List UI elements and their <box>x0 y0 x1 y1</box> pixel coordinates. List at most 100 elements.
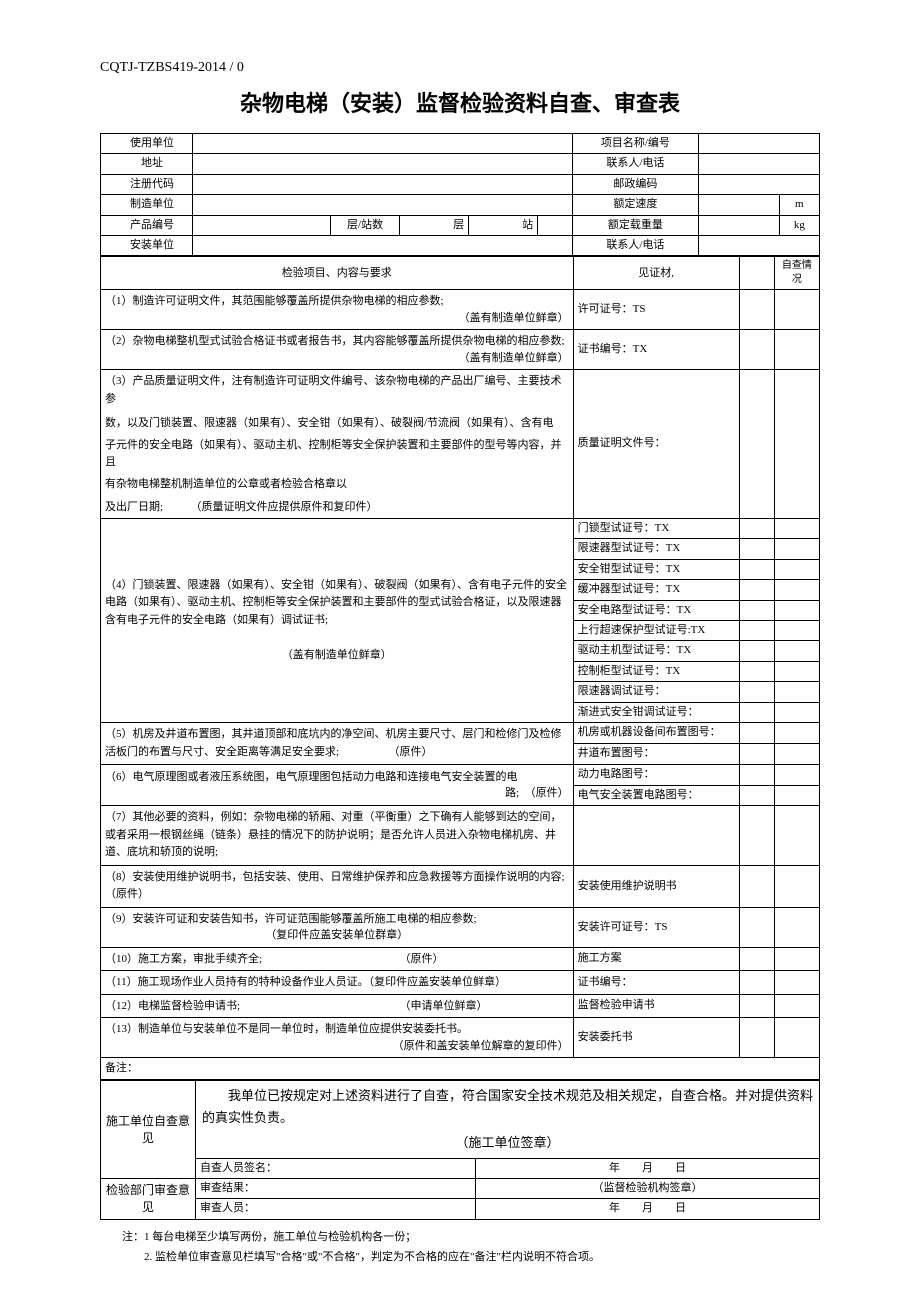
item-4-ev1: 门锁型试证号：TX <box>573 519 739 539</box>
item-3-ev-val[interactable] <box>739 370 774 519</box>
label-product-no: 产品编号 <box>101 215 193 235</box>
item-10-ev-val[interactable] <box>739 947 774 971</box>
item-5-ev2-val[interactable] <box>739 744 774 765</box>
item-1-suffix: （盖有制造单位鲜章） <box>105 310 569 327</box>
item-4-ev5-val[interactable] <box>739 600 774 620</box>
field-station-blank[interactable] <box>538 215 573 235</box>
item-4-chk8[interactable] <box>774 661 819 681</box>
item-4-ev4-val[interactable] <box>739 580 774 600</box>
item-7-ev-val[interactable] <box>739 805 774 865</box>
item-4-chk6[interactable] <box>774 620 819 640</box>
item-4-ev7-val[interactable] <box>739 641 774 661</box>
item-4-chk3[interactable] <box>774 559 819 579</box>
field-contact2[interactable] <box>699 235 820 255</box>
item-11-ev-val[interactable] <box>739 971 774 995</box>
item-9-ev-val[interactable] <box>739 907 774 947</box>
item-6-ev2-val[interactable] <box>739 785 774 805</box>
field-address[interactable] <box>193 154 573 174</box>
item-7-chk[interactable] <box>774 805 819 865</box>
self-opinion-text: 我单位已按规定对上述资料进行了自查，符合国家安全技术规范及相关规定，自查合格。并… <box>196 1081 820 1158</box>
self-signer: 自查人员签名： <box>196 1158 476 1178</box>
field-contact[interactable] <box>699 154 820 174</box>
item-4-ev7: 驱动主机型试证号：TX <box>573 641 739 661</box>
item-2: （2）杂物电梯整机型式试验合格证书或者报告书，其内容能够覆盖所提供杂物电梯的相应… <box>101 330 574 370</box>
item-4-ev8-val[interactable] <box>739 661 774 681</box>
load-unit: kg <box>779 215 819 235</box>
item-4-ev6: 上行超速保护型试证号:TX <box>573 620 739 640</box>
item-5-chk1[interactable] <box>774 722 819 743</box>
item-6-chk2[interactable] <box>774 785 819 805</box>
item-2-check[interactable] <box>774 330 819 370</box>
item-4-chk4[interactable] <box>774 580 819 600</box>
item-12-ev: 监督检验申请书 <box>573 994 739 1018</box>
item-3-check[interactable] <box>774 370 819 519</box>
item-5-ev1-val[interactable] <box>739 722 774 743</box>
item-4-chk10[interactable] <box>774 702 819 722</box>
item-11-chk[interactable] <box>774 971 819 995</box>
dept-opinion-label: 检验部门审查意见 <box>101 1179 196 1220</box>
notes: 注：1 每台电梯至少填写两份，施工单位与检验机构各一份； 2. 监检单位审查意见… <box>100 1228 820 1268</box>
field-ev-blank[interactable] <box>739 257 774 290</box>
result-label: 审查结果： <box>196 1179 476 1199</box>
footer-table: 施工单位自查意见 我单位已按规定对上述资料进行了自查，符合国家安全技术规范及相关… <box>100 1080 820 1219</box>
item-9-suffix: （复印件应盖安装单位群章） <box>105 927 569 944</box>
item-13-text: （13）制造单位与安装单位不是同一单位时，制造单位应提供安装委托书。 <box>105 1023 468 1035</box>
item-11: （11）施工现场作业人员持有的特种设备作业人员证。（复印件应盖安装单位鲜章） <box>101 971 574 995</box>
item-13-ev-val[interactable] <box>739 1018 774 1058</box>
label-user-unit: 使用单位 <box>101 134 193 154</box>
item-6-suffix: 路; （原件） <box>105 785 569 802</box>
item-5: （5）机房及井道布置图，其井道顶部和底坑内的净空间、机房主要尺寸、层门和检修门及… <box>101 722 574 764</box>
item-6-chk1[interactable] <box>774 765 819 785</box>
item-4-chk9[interactable] <box>774 682 819 702</box>
field-product-no[interactable] <box>193 215 331 235</box>
item-2-ev-val[interactable] <box>739 330 774 370</box>
item-1: （1）制造许可证明文件，其范围能够覆盖所提供杂物电梯的相应参数; （盖有制造单位… <box>101 290 574 330</box>
field-regcode[interactable] <box>193 174 573 194</box>
item-4-ev1-val[interactable] <box>739 519 774 539</box>
item-7-ev[interactable] <box>573 805 739 865</box>
item-4-ev3-val[interactable] <box>739 559 774 579</box>
remark-row[interactable]: 备注： <box>101 1058 820 1080</box>
field-load[interactable] <box>699 215 780 235</box>
note-2: 2. 监检单位审查意见栏填写"合格"或"不合格"，判定为不合格的应在"备注"栏内… <box>100 1248 820 1268</box>
item-5-chk2[interactable] <box>774 744 819 765</box>
item-6-ev1-val[interactable] <box>739 765 774 785</box>
inspection-table: 检验项目、内容与要求 见证材, 自查情况 （1）制造许可证明文件，其范围能够覆盖… <box>100 256 820 1080</box>
item-4-ev2-val[interactable] <box>739 539 774 559</box>
field-mfr[interactable] <box>193 195 573 215</box>
item-4-chk2[interactable] <box>774 539 819 559</box>
item-8: （8）安装使用维护说明书，包括安装、使用、日常维护保养和应急救援等方面操作说明的… <box>101 865 574 907</box>
item-9-chk[interactable] <box>774 907 819 947</box>
label-project: 项目名称/编号 <box>572 134 699 154</box>
item-4-chk7[interactable] <box>774 641 819 661</box>
item-4-chk1[interactable] <box>774 519 819 539</box>
item-4-ev6-val[interactable] <box>739 620 774 640</box>
item-13-chk[interactable] <box>774 1018 819 1058</box>
item-4-chk5[interactable] <box>774 600 819 620</box>
item-4-ev10-val[interactable] <box>739 702 774 722</box>
field-postal[interactable] <box>699 174 820 194</box>
col-selfcheck: 自查情况 <box>774 257 819 290</box>
item-1-check[interactable] <box>774 290 819 330</box>
item-1-ev-val[interactable] <box>739 290 774 330</box>
field-user-unit[interactable] <box>193 134 573 154</box>
item-3-l1: （3）产品质量证明文件，注有制造许可证明文件编号、该杂物电梯的产品出厂编号、主要… <box>101 370 574 412</box>
item-1-text: （1）制造许可证明文件，其范围能够覆盖所提供杂物电梯的相应参数; <box>105 295 444 307</box>
item-12-chk[interactable] <box>774 994 819 1018</box>
field-speed[interactable] <box>699 195 780 215</box>
item-10: （10）施工方案，审批手续齐全; （原件） <box>101 947 574 971</box>
item-10-chk[interactable] <box>774 947 819 971</box>
field-project[interactable] <box>699 134 820 154</box>
item-12-ev-val[interactable] <box>739 994 774 1018</box>
doc-number: CQTJ-TZBS419-2014 / 0 <box>100 60 820 76</box>
item-4-ev10: 渐进式安全钳调试证号： <box>573 702 739 722</box>
item-4-ev8: 控制柜型试证号：TX <box>573 661 739 681</box>
header-table: 使用单位 项目名称/编号 地址 联系人/电话 注册代码 邮政编码 制造单位 额定… <box>100 133 820 256</box>
label-speed: 额定速度 <box>572 195 699 215</box>
label-address: 地址 <box>101 154 193 174</box>
item-9: （9）安装许可证和安装告知书，许可证范围能够覆盖所施工电梯的相应参数; （复印件… <box>101 907 574 947</box>
item-4-ev9: 限速器调试证号： <box>573 682 739 702</box>
item-1-evidence: 许可证号：TS <box>573 290 739 330</box>
field-install-unit[interactable] <box>193 235 573 255</box>
item-4-ev9-val[interactable] <box>739 682 774 702</box>
